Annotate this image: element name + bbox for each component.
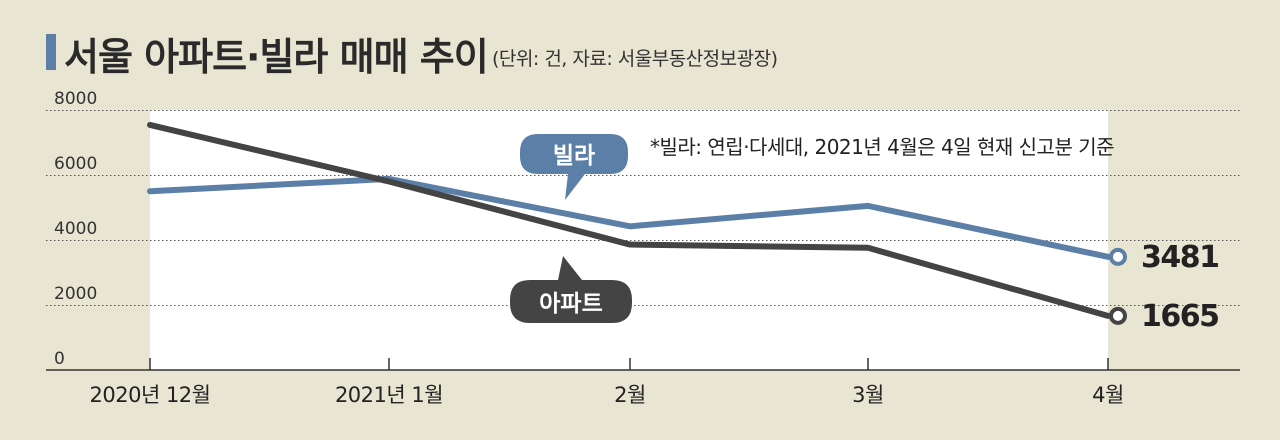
chart-note: *빌라: 연립·다세대, 2021년 4월은 4일 현재 신고분 기준 [650,135,1115,159]
x-tick-label: 3월 [852,383,884,407]
apartment-end-value-label: 1665 [1141,299,1219,334]
y-tick-label: 2000 [54,284,97,304]
villa-callout-bubble [520,134,628,200]
apartment-callout-label: 아파트 [539,291,602,317]
title-accent-bar [46,34,56,70]
apartment-series-line [147,121,1111,319]
villa-end-value-label: 3481 [1141,240,1219,275]
villa-series-line [147,175,1111,260]
chart-subtitle: (단위: 건, 자료: 서울부동산정보광장) [492,48,778,70]
plot-background [150,110,1108,370]
x-tick-label: 2월 [614,383,646,407]
y-tick-label: 4000 [54,219,97,239]
chart-title: 서울 아파트·빌라 매매 추이 [64,35,489,79]
apartment-end-marker [1109,306,1127,325]
y-tick-label: 6000 [54,154,97,174]
x-tick-label: 2020년 12월 [90,383,211,407]
y-tick-label: 8000 [54,89,97,109]
y-tick-label: 0 [54,349,65,369]
apartment-callout-bubble [510,256,632,323]
villa-callout-label: 빌라 [553,143,595,169]
x-tick-label: 4월 [1092,383,1124,407]
x-tick-label: 2021년 1월 [335,383,443,407]
villa-end-marker [1109,247,1127,266]
